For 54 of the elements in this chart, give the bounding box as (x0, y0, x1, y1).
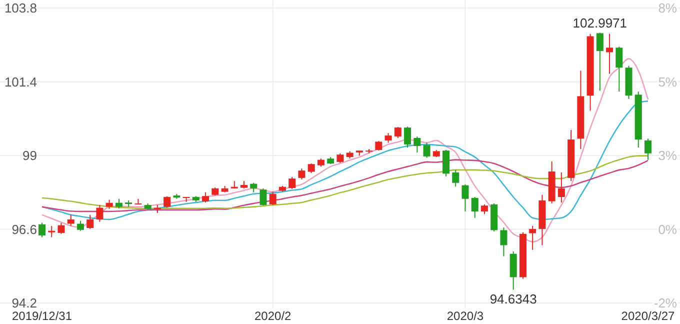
candlestick (442, 149, 450, 177)
candlestick (596, 32, 604, 92)
line-series (41, 100, 649, 220)
y-tick-label: 96.6 (12, 222, 37, 237)
candlestick (76, 220, 84, 232)
annotation: 102.9971 (572, 16, 628, 31)
y-tick-label: 94.2 (12, 296, 37, 311)
candlestick (462, 184, 469, 212)
y2-tick-label: -2% (654, 296, 678, 311)
candlestick (510, 250, 517, 290)
candlestick (288, 176, 296, 190)
candlestick (471, 196, 478, 218)
candlestick (86, 214, 94, 230)
candlestick (500, 226, 508, 257)
candlestick (336, 152, 344, 164)
candlestick (96, 204, 104, 222)
candlestick (67, 214, 74, 226)
candlestick (606, 33, 614, 74)
candlestick (414, 136, 421, 153)
x-tick-label: 2020/3 (446, 309, 484, 323)
candlestick (394, 126, 402, 138)
candlestick (164, 196, 171, 208)
candlestick (58, 222, 65, 234)
candlestick (298, 168, 306, 180)
candlestick (250, 182, 258, 193)
x-tick-label: 2020/3/27 (621, 309, 676, 323)
candlestick (480, 204, 488, 215)
y-tick-label: 103.8 (4, 0, 37, 16)
y2-tick-label: 0% (658, 222, 678, 237)
y2-tick-label: 8% (658, 0, 678, 16)
candlestick (423, 142, 430, 158)
candlestick (260, 188, 267, 206)
candlestick (308, 162, 315, 174)
y-tick-label: 101.4 (4, 74, 37, 90)
candlestick (106, 199, 113, 210)
x-tick-label: 2020/2 (254, 309, 292, 323)
candlestick (452, 169, 460, 188)
candlestick (269, 191, 276, 206)
candlestick (202, 192, 210, 204)
candlestick (616, 46, 623, 92)
y2-tick-label: 3% (658, 148, 678, 164)
candlestick (48, 225, 56, 238)
candlestick (115, 198, 122, 209)
x-tick-label: 2019/12/31 (12, 309, 72, 323)
candlestick (644, 138, 652, 160)
candlestick (38, 222, 46, 238)
candlestick (384, 132, 392, 144)
candlestick (529, 225, 536, 250)
annotation: 94.6343 (490, 292, 537, 307)
candlestick (558, 172, 565, 204)
candlestick (404, 126, 412, 148)
y2-tick-label: 5% (658, 74, 678, 90)
candlestick (375, 140, 382, 152)
y-tick-label: 99 (22, 148, 37, 164)
